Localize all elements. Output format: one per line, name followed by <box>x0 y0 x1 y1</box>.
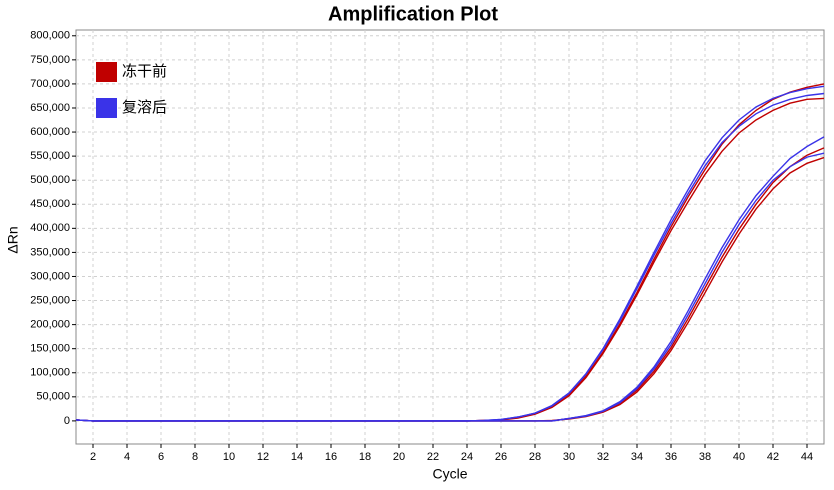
y-tick-label: 500,000 <box>30 174 70 186</box>
x-tick-label: 12 <box>257 451 269 463</box>
x-tick-label: 20 <box>393 451 405 463</box>
x-tick-label: 26 <box>495 451 507 463</box>
x-tick-label: 40 <box>733 451 745 463</box>
y-tick-label: 150,000 <box>30 343 70 355</box>
y-tick-label: 350,000 <box>30 246 70 258</box>
y-tick-label: 50,000 <box>36 391 70 403</box>
y-tick-label: 450,000 <box>30 198 70 210</box>
x-tick-label: 14 <box>291 451 303 463</box>
x-tick-label: 32 <box>597 451 609 463</box>
y-tick-label: 100,000 <box>30 367 70 379</box>
x-tick-label: 44 <box>801 451 813 463</box>
y-tick-label: 400,000 <box>30 222 70 234</box>
y-tick-label: 300,000 <box>30 270 70 282</box>
x-tick-label: 28 <box>529 451 541 463</box>
y-tick-label: 0 <box>64 415 70 427</box>
x-tick-label: 8 <box>192 451 198 463</box>
chart-title: Amplification Plot <box>328 3 498 25</box>
y-tick-label: 600,000 <box>30 126 70 138</box>
x-tick-label: 22 <box>427 451 439 463</box>
y-tick-label: 700,000 <box>30 78 70 90</box>
x-tick-label: 18 <box>359 451 371 463</box>
x-tick-label: 4 <box>124 451 130 463</box>
y-tick-label: 200,000 <box>30 319 70 331</box>
legend-label: 冻干前 <box>122 62 167 80</box>
legend-label: 复溶后 <box>122 98 167 116</box>
legend-swatch <box>96 62 117 82</box>
x-tick-label: 16 <box>325 451 337 463</box>
y-axis-label: ΔRn <box>5 226 21 253</box>
y-tick-label: 800,000 <box>30 30 70 42</box>
y-tick-label: 650,000 <box>30 102 70 114</box>
x-tick-label: 38 <box>699 451 711 463</box>
x-tick-label: 6 <box>158 451 164 463</box>
x-axis-label: Cycle <box>432 466 467 482</box>
y-tick-label: 550,000 <box>30 150 70 162</box>
x-tick-label: 42 <box>767 451 779 463</box>
x-tick-label: 24 <box>461 451 473 463</box>
y-tick-label: 750,000 <box>30 54 70 66</box>
legend-swatch <box>96 98 117 118</box>
plot-area <box>75 29 825 445</box>
y-tick-label: 250,000 <box>30 294 70 306</box>
x-tick-label: 10 <box>223 451 235 463</box>
x-tick-label: 30 <box>563 451 575 463</box>
x-tick-label: 36 <box>665 451 677 463</box>
x-tick-label: 34 <box>631 451 643 463</box>
x-tick-label: 2 <box>90 451 96 463</box>
amplification-curve <box>75 152 825 422</box>
